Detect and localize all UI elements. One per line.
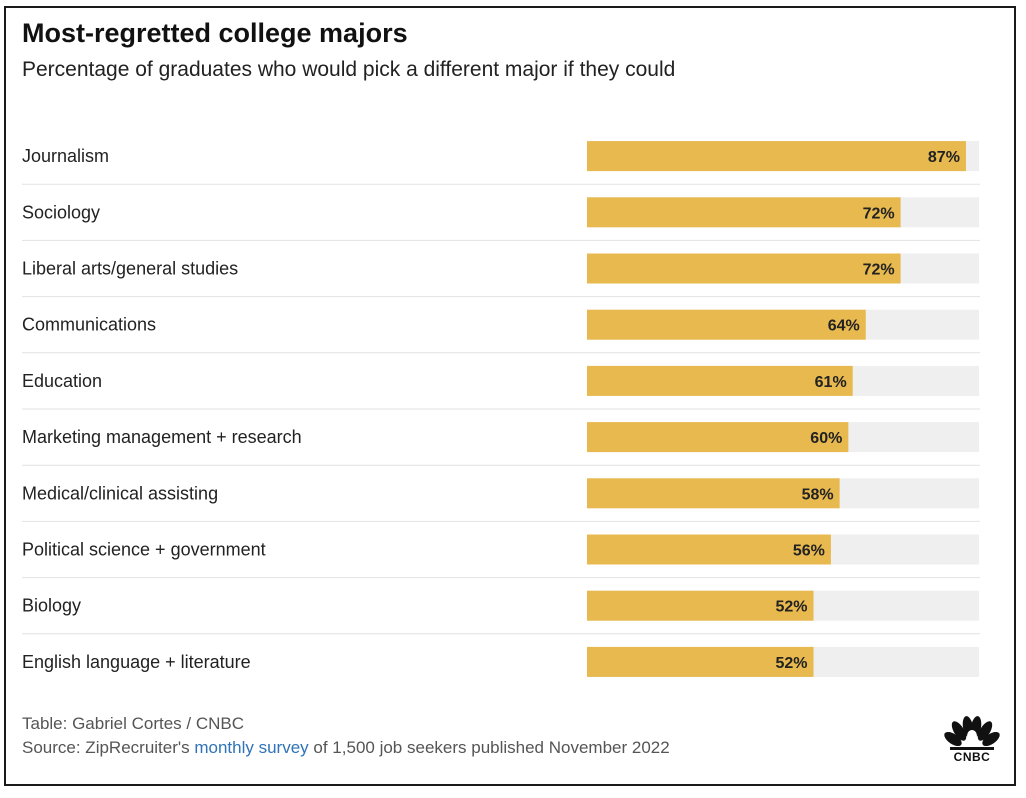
category-label: Biology [22, 596, 81, 616]
category-label: Medical/clinical assisting [22, 483, 218, 503]
data-label: 52% [775, 599, 807, 616]
cnbc-logo-text: CNBC [953, 750, 991, 764]
category-label: Communications [22, 315, 156, 335]
bar [587, 197, 901, 228]
source-note: Source: ZipRecruiter's monthly survey of… [22, 738, 670, 758]
chart-title: Most-regretted college majors [22, 18, 408, 48]
category-label: Marketing management + research [22, 427, 302, 447]
category-label: Sociology [22, 202, 100, 222]
category-label: Political science + government [22, 540, 266, 560]
bar [587, 253, 901, 284]
source-prefix: Source: ZipRecruiter's [22, 738, 195, 757]
data-label: 58% [802, 486, 834, 503]
bar [587, 478, 840, 509]
bar [587, 646, 814, 677]
source-suffix: of 1,500 job seekers published November … [308, 738, 670, 757]
data-label: 61% [815, 374, 847, 391]
data-label: 56% [793, 543, 825, 560]
data-label: 64% [828, 318, 860, 335]
table-credit: Table: Gabriel Cortes / CNBC [22, 714, 245, 733]
data-label: 72% [863, 205, 895, 222]
bar [587, 590, 814, 621]
bar [587, 309, 866, 340]
bar [587, 365, 853, 396]
bar [587, 534, 831, 565]
bar-chart: Journalism 87% Sociology 72% Liberal arts/ge… [22, 141, 980, 677]
cnbc-logo: CNBC [944, 716, 1000, 766]
category-label: Education [22, 371, 102, 391]
chart-subtitle: Percentage of graduates who would pick a… [22, 58, 676, 81]
bar [587, 141, 966, 172]
source-link[interactable]: monthly survey [194, 738, 309, 757]
category-label: Liberal arts/general studies [22, 259, 238, 279]
category-label: English language + literature [22, 652, 251, 672]
cnbc-peacock-icon [944, 716, 1000, 750]
bar [587, 422, 849, 453]
data-label: 52% [775, 655, 807, 672]
data-label: 87% [928, 149, 960, 166]
data-label: 60% [810, 430, 842, 447]
category-label: Journalism [22, 146, 109, 166]
data-label: 72% [863, 262, 895, 279]
